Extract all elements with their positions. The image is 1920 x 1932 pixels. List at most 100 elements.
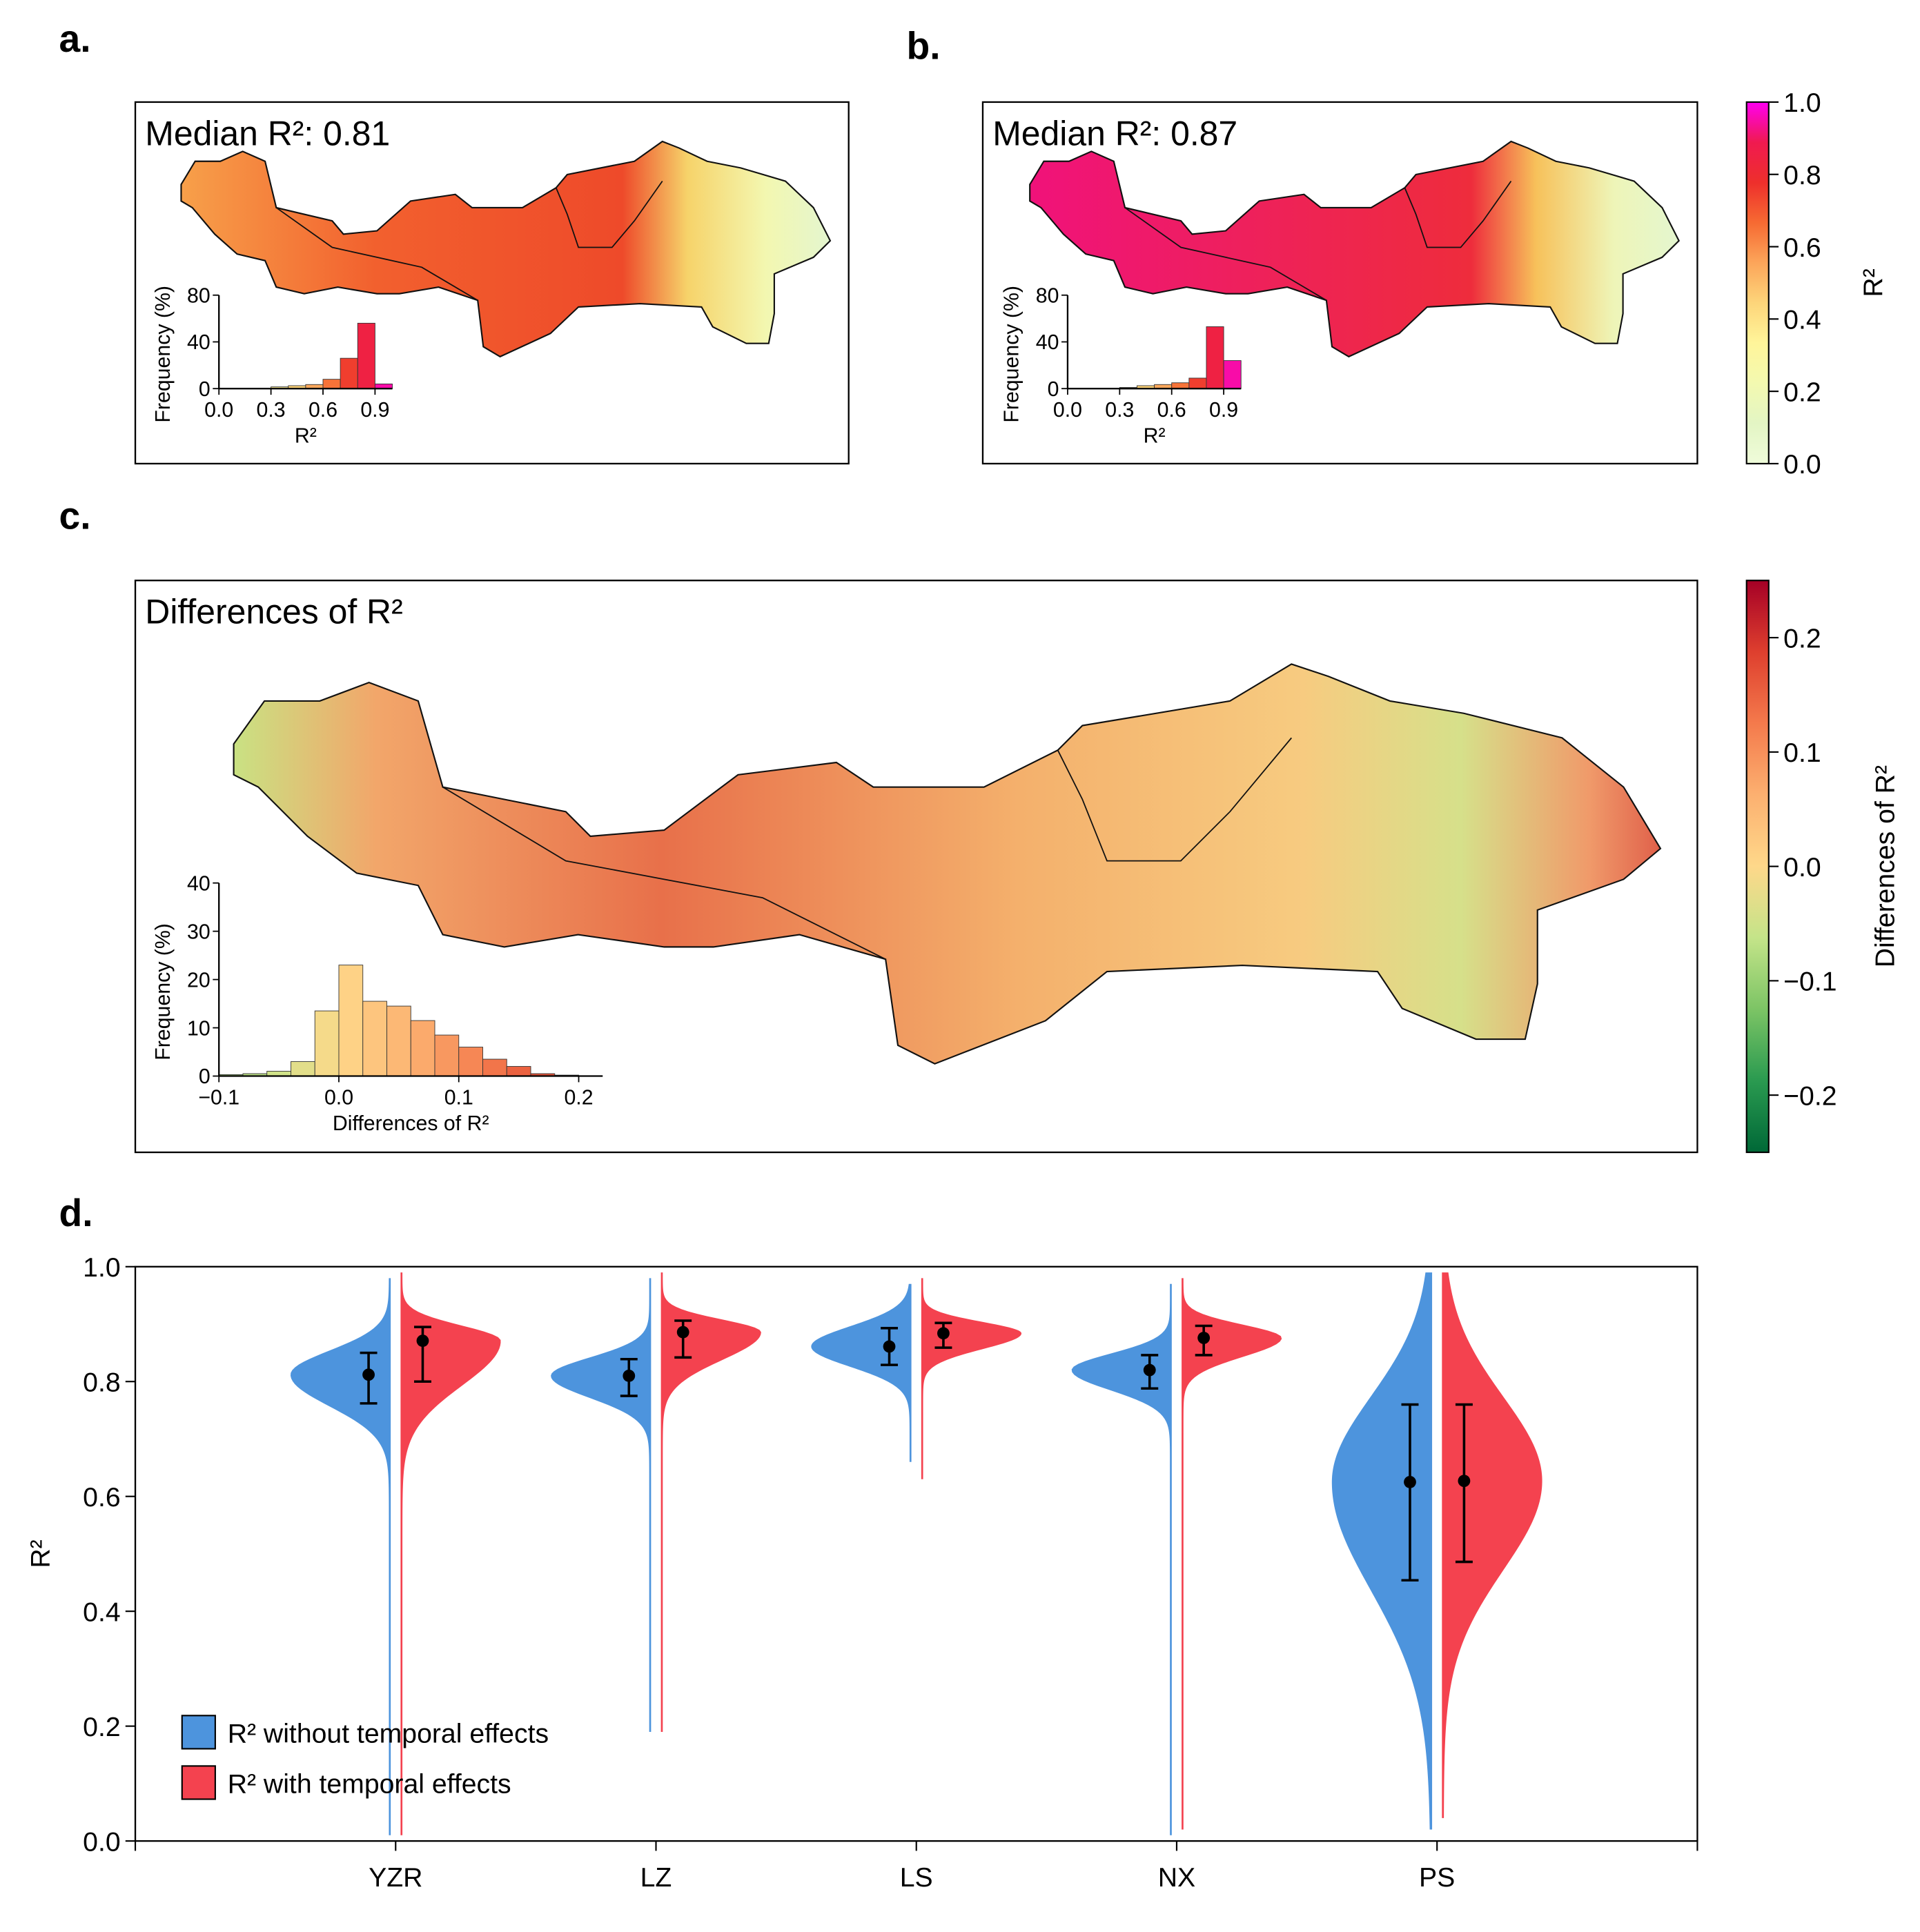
histogram-bar [1223,360,1242,389]
violin-half [290,1278,391,1835]
sub-basin-border [275,207,478,302]
colorbar-tick-label: 0.8 [1783,161,1821,190]
histogram-bar [322,379,341,389]
colorbar [1745,580,1770,1154]
median-dot [1143,1363,1156,1377]
histogram-bar [314,1010,340,1076]
histogram-bar [340,357,358,389]
median-dot [883,1340,896,1353]
y-tick-label: 40 [187,331,210,354]
x-tick-label: LS [900,1863,933,1893]
x-tick-label: −0.1 [198,1087,239,1110]
histogram-bar [434,1034,460,1076]
panel-title: Differences of R² [145,593,402,631]
y-tick-label: 0 [199,378,210,401]
histogram-bar [357,322,375,389]
x-axis-label: R² [295,425,317,448]
x-tick-label: 0.1 [444,1087,473,1110]
colorbar-tick-label: 0.6 [1783,233,1821,263]
panel-title: Median R²: 0.81 [145,114,390,152]
sub-basin-border [555,181,663,248]
colorbar-tick-label: 0.2 [1783,377,1821,407]
median-dot [937,1327,950,1340]
colorbar [1745,101,1770,464]
x-tick-label: 0.3 [1105,399,1134,422]
histogram-bar [386,1005,411,1076]
sub-basin-border [1404,181,1512,248]
y-tick-label: 40 [1036,331,1059,354]
x-tick-label: 0.9 [1209,399,1238,422]
panel-frame [134,580,1698,1154]
panel-label: d. [59,1192,93,1234]
panel-frame [981,101,1698,465]
y-axis-label: R² [26,1539,55,1568]
x-tick-label: 0.0 [324,1087,353,1110]
colorbar-tick-label: 0.1 [1783,738,1821,768]
colorbar-tick-label: 0.4 [1783,306,1821,335]
violin-half [660,1272,761,1732]
y-axis-label: Frequency (%) [1001,286,1023,423]
y-tick-label: 0 [1048,378,1059,401]
histogram-bar [338,965,364,1076]
histogram-bar [1206,326,1224,389]
y-tick-label: 80 [187,284,210,307]
panel-label: a. [59,17,91,60]
legend-swatch [181,1715,216,1750]
sub-basin-border [442,786,886,960]
x-tick-label: 0.2 [564,1087,593,1110]
median-dot [362,1368,375,1381]
panel-label: b. [906,25,940,68]
sub-basin-border [1124,207,1327,302]
y-tick-label: 40 [187,872,210,895]
median-dot [676,1325,689,1339]
violin-half [1331,1272,1433,1830]
y-tick-label: 1.0 [83,1253,120,1283]
y-axis-label: Frequency (%) [152,286,175,423]
y-tick-label: 0.2 [83,1713,120,1742]
median-dot [1197,1332,1211,1344]
x-tick-label: 0.6 [308,399,337,422]
y-tick-label: 10 [187,1017,210,1040]
median-dot [1458,1475,1471,1488]
legend-label: R² with temporal effects [228,1770,511,1800]
x-axis-label: R² [1144,425,1166,448]
y-tick-label: 80 [1036,284,1059,307]
histogram-bar [362,1000,387,1076]
violin-half [551,1278,652,1732]
legend-label: R² without temporal effects [228,1719,549,1749]
colorbar-tick-label: 0.0 [1783,450,1821,480]
colorbar-tick-label: 0.0 [1783,853,1821,883]
x-tick-label: NX [1158,1863,1195,1893]
histogram-bar [482,1058,507,1076]
y-tick-label: 0.4 [83,1597,120,1627]
colorbar-tick-label: −0.2 [1783,1081,1836,1111]
y-tick-label: 0.8 [83,1368,120,1397]
panel-frame [134,101,850,465]
basin-map [233,663,1662,1065]
x-tick-label: 0.3 [257,399,286,422]
basin-map [180,140,832,358]
median-dot [1404,1475,1416,1488]
y-tick-label: 0 [199,1065,210,1088]
sub-basin-border [1057,737,1292,862]
colorbar-tick-label: 0.2 [1783,624,1821,653]
violin-half [1442,1272,1542,1818]
y-tick-label: 30 [187,920,210,943]
basin-map [1029,140,1680,358]
x-tick-label: 0.0 [1053,399,1082,422]
histogram-bar [410,1020,435,1076]
colorbar-label: Differences of R² [1871,765,1901,967]
histogram-bar [506,1066,531,1076]
colorbar-label: R² [1859,268,1888,297]
y-axis-label: Frequency (%) [152,923,175,1061]
median-dot [623,1370,636,1382]
x-tick-label: YZR [369,1863,422,1893]
panel-title: Median R²: 0.87 [992,114,1237,152]
x-tick-label: 0.6 [1157,399,1186,422]
x-tick-label: LZ [640,1863,672,1893]
x-tick-label: 0.0 [204,399,233,422]
median-dot [416,1334,429,1348]
x-tick-label: 0.9 [360,399,389,422]
